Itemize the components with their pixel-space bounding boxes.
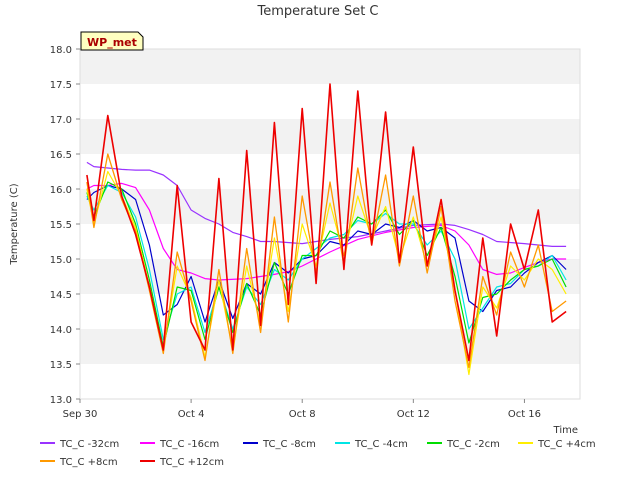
series-lines bbox=[86, 83, 567, 376]
grid-band bbox=[80, 49, 580, 84]
legend-item: TC_C -8cm bbox=[243, 439, 316, 450]
legend-item: TC_C +8cm bbox=[40, 457, 118, 468]
annotation-box: WP_met bbox=[80, 31, 144, 51]
x-tick-label: Oct 16 bbox=[508, 409, 541, 420]
x-axis-label: Time bbox=[553, 425, 578, 436]
legend-item: TC_C -16cm bbox=[140, 439, 219, 450]
y-tick-label: 17.5 bbox=[50, 80, 72, 91]
y-axis-ticks: 13.0 13.5 14.0 14.5 15.0 15.5 16.0 16.5 17.0 17.5… bbox=[50, 45, 80, 406]
x-tick-label: Oct 12 bbox=[397, 409, 430, 420]
y-tick-label: 18.0 bbox=[50, 45, 72, 56]
y-tick-label: 13.5 bbox=[50, 360, 72, 371]
series-line-8 bbox=[86, 83, 567, 362]
grid-band bbox=[80, 189, 580, 224]
legend: TC_C -32cm TC_C -16cm TC_C -8cm TC_C -4cm TC… bbox=[40, 439, 596, 468]
y-tick-label: 16.5 bbox=[50, 150, 72, 161]
legend-item: TC_C -4cm bbox=[335, 439, 408, 450]
legend-item: TC_C +4cm bbox=[518, 439, 596, 450]
legend-label: TC_C +4cm bbox=[537, 439, 596, 450]
y-tick-label: 13.0 bbox=[50, 395, 72, 406]
legend-label: TC_C -8cm bbox=[262, 439, 316, 450]
legend-label: TC_C -4cm bbox=[354, 439, 408, 450]
legend-item: TC_C -32cm bbox=[40, 439, 119, 450]
y-tick-label: 17.0 bbox=[50, 115, 72, 126]
grid-band bbox=[80, 329, 580, 364]
legend-label: TC_C +8cm bbox=[59, 457, 118, 468]
grid-band bbox=[80, 259, 580, 294]
series-line-1 bbox=[86, 161, 567, 247]
y-axis-label: Temperature (C) bbox=[9, 183, 20, 265]
legend-item: TC_C -2cm bbox=[427, 439, 500, 450]
chart-title: Temperature Set C bbox=[256, 4, 378, 19]
x-tick-label: Sep 30 bbox=[63, 409, 98, 420]
series-line-5 bbox=[86, 181, 567, 348]
y-tick-label: 14.0 bbox=[50, 325, 72, 336]
annotation-text: WP_met bbox=[87, 36, 137, 49]
x-tick-label: Oct 8 bbox=[289, 409, 316, 420]
legend-label: TC_C -16cm bbox=[159, 439, 219, 450]
y-tick-label: 14.5 bbox=[50, 290, 72, 301]
y-tick-label: 15.0 bbox=[50, 255, 72, 266]
x-axis-ticks: Sep 30 Oct 4 Oct 8 Oct 12 Oct 16 bbox=[63, 399, 541, 420]
series-line-3 bbox=[86, 184, 567, 323]
y-tick-label: 15.5 bbox=[50, 220, 72, 231]
legend-label: TC_C -2cm bbox=[446, 439, 500, 450]
legend-label: TC_C +12cm bbox=[159, 457, 224, 468]
grid-band bbox=[80, 119, 580, 154]
x-tick-label: Oct 4 bbox=[178, 409, 205, 420]
series-line-2 bbox=[86, 182, 567, 281]
y-tick-label: 16.0 bbox=[50, 185, 72, 196]
legend-label: TC_C -32cm bbox=[59, 439, 119, 450]
legend-item: TC_C +12cm bbox=[140, 457, 224, 468]
